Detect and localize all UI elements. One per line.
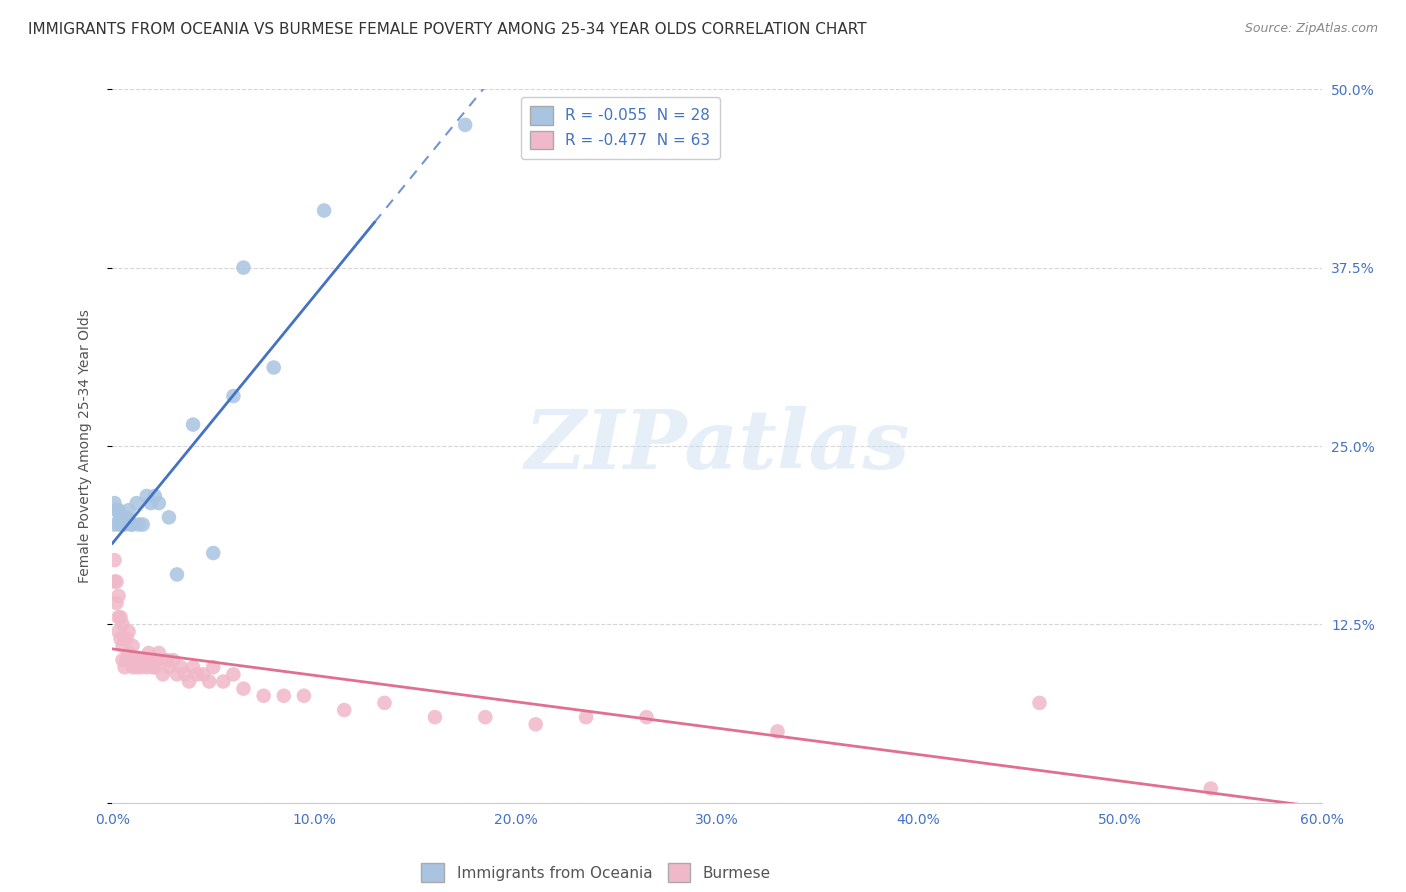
Point: [143, 660, 166, 674]
Point: [292, 689, 315, 703]
Point: [156, 653, 179, 667]
Point: [139, 496, 162, 510]
Point: [232, 681, 254, 696]
Legend: Immigrants from Oceania, Burmese: Immigrants from Oceania, Burmese: [415, 857, 778, 888]
Point: [374, 696, 396, 710]
Point: [148, 496, 170, 510]
Point: [423, 710, 446, 724]
Point: [115, 632, 138, 646]
Point: [111, 517, 134, 532]
Point: [139, 653, 162, 667]
Point: [222, 389, 245, 403]
Point: [333, 703, 356, 717]
Point: [115, 510, 138, 524]
Point: [181, 417, 204, 432]
Point: [134, 653, 156, 667]
Point: [121, 660, 143, 674]
Point: [111, 617, 134, 632]
Point: [454, 118, 477, 132]
Point: [166, 667, 188, 681]
Point: [124, 653, 146, 667]
Point: [232, 260, 254, 275]
Point: [110, 632, 132, 646]
Point: [143, 489, 166, 503]
Point: [142, 660, 165, 674]
Point: [103, 574, 125, 589]
Point: [117, 503, 139, 517]
Point: [103, 496, 125, 510]
Point: [174, 667, 197, 681]
Point: [273, 689, 295, 703]
Point: [105, 503, 128, 517]
Point: [202, 660, 225, 674]
Point: [120, 653, 142, 667]
Point: [202, 546, 225, 560]
Point: [135, 489, 157, 503]
Point: [146, 653, 169, 667]
Point: [107, 624, 129, 639]
Point: [132, 517, 155, 532]
Point: [191, 667, 214, 681]
Text: IMMIGRANTS FROM OCEANIA VS BURMESE FEMALE POVERTY AMONG 25-34 YEAR OLDS CORRELAT: IMMIGRANTS FROM OCEANIA VS BURMESE FEMAL…: [28, 22, 866, 37]
Point: [114, 632, 136, 646]
Text: Source: ZipAtlas.com: Source: ZipAtlas.com: [1244, 22, 1378, 36]
Point: [166, 567, 188, 582]
Point: [121, 517, 143, 532]
Point: [115, 653, 138, 667]
Point: [170, 660, 193, 674]
Point: [105, 574, 128, 589]
Point: [107, 610, 129, 624]
Point: [128, 653, 150, 667]
Point: [107, 589, 129, 603]
Point: [105, 596, 128, 610]
Point: [575, 710, 598, 724]
Point: [157, 660, 180, 674]
Point: [263, 360, 285, 375]
Point: [135, 660, 157, 674]
Point: [117, 646, 139, 660]
Point: [474, 710, 496, 724]
Point: [636, 710, 658, 724]
Point: [117, 624, 139, 639]
Point: [1028, 696, 1050, 710]
Point: [157, 510, 180, 524]
Point: [103, 553, 125, 567]
Point: [524, 717, 547, 731]
Point: [186, 667, 208, 681]
Point: [198, 674, 221, 689]
Point: [125, 660, 148, 674]
Y-axis label: Female Poverty Among 25-34 Year Olds: Female Poverty Among 25-34 Year Olds: [77, 309, 91, 583]
Point: [152, 667, 174, 681]
Point: [128, 517, 150, 532]
Point: [107, 503, 129, 517]
Point: [222, 667, 245, 681]
Point: [107, 517, 129, 532]
Point: [103, 517, 125, 532]
Point: [111, 653, 134, 667]
Point: [110, 610, 132, 624]
Point: [129, 660, 152, 674]
Point: [111, 639, 134, 653]
Point: [162, 653, 184, 667]
Point: [114, 517, 136, 532]
Point: [212, 674, 235, 689]
Point: [312, 203, 335, 218]
Point: [121, 639, 143, 653]
Point: [110, 510, 132, 524]
Point: [120, 517, 142, 532]
Point: [253, 689, 276, 703]
Point: [177, 674, 200, 689]
Text: ZIPatlas: ZIPatlas: [524, 406, 910, 486]
Point: [138, 646, 160, 660]
Point: [766, 724, 789, 739]
Point: [114, 660, 136, 674]
Point: [148, 646, 170, 660]
Point: [125, 496, 148, 510]
Point: [1199, 781, 1222, 796]
Point: [132, 653, 155, 667]
Point: [181, 660, 204, 674]
